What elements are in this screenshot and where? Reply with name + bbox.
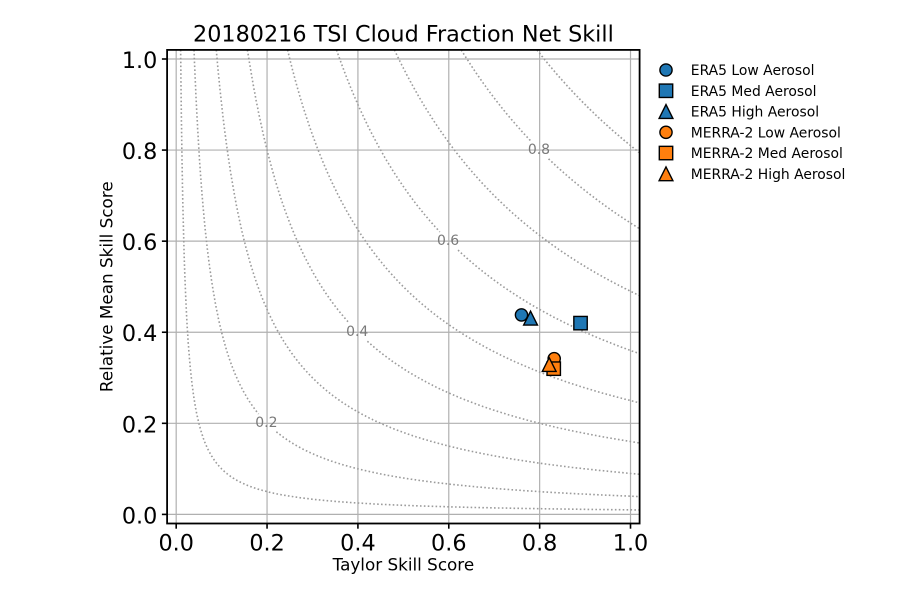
contour-curve-0.2-b <box>275 431 640 498</box>
triangle-icon <box>657 165 675 182</box>
contour-curve-0.1 <box>179 49 640 511</box>
marker-era5-med-aerosol <box>573 315 588 331</box>
x-tick-label-0.8: 0.8 <box>522 531 557 557</box>
contour-label-0.2: 0.2 <box>255 415 277 431</box>
y-tick-label-1.0: 1.0 <box>122 48 157 74</box>
marker-merra-2-high-aerosol <box>541 356 558 373</box>
x-axis-label: Taylor Skill Score <box>332 555 475 575</box>
contour-label-0.8: 0.8 <box>528 142 550 158</box>
legend-item-merra-2-high-aerosol: MERRA-2 High Aerosol <box>657 165 846 183</box>
tick-label-layer: 0.0 0.2 0.4 0.6 0.8 1.0 0.0 0.2 0.4 0.6 0.8 1.0 <box>122 48 648 557</box>
legend-label: MERRA-2 High Aerosol <box>691 167 846 183</box>
y-tick-label-0.6: 0.6 <box>122 230 157 256</box>
legend-item-merra-2-low-aerosol: MERRA-2 Low Aerosol <box>659 125 841 141</box>
contour-curve-0.8-b <box>547 158 641 230</box>
legend-item-merra-2-med-aerosol: MERRA-2 Med Aerosol <box>658 145 843 162</box>
y-tick-label-0.0: 0.0 <box>122 503 157 529</box>
contour-curve-0.6 <box>335 49 441 233</box>
contour-curve-0.4-b <box>366 340 640 444</box>
contour-curve-0.7 <box>393 49 640 297</box>
legend-label: ERA5 Med Aerosol <box>691 84 817 100</box>
y-tick-label-0.4: 0.4 <box>122 321 157 347</box>
x-tick-label-1.0: 1.0 <box>613 531 648 557</box>
legend-label: MERRA-2 Low Aerosol <box>691 125 841 141</box>
marker-layer <box>514 308 588 377</box>
legend-label: ERA5 High Aerosol <box>691 105 819 121</box>
legend-item-era5-high-aerosol: ERA5 High Aerosol <box>657 103 819 121</box>
square-icon <box>658 145 674 161</box>
x-tick-label-0.2: 0.2 <box>249 531 284 557</box>
marker-era5-low-aerosol <box>514 308 529 322</box>
legend: ERA5 Low Aerosol ERA5 Med Aerosol ERA5 Hig… <box>657 63 846 183</box>
contour-curve-0.6-b <box>457 249 640 355</box>
legend-label: MERRA-2 Med Aerosol <box>691 146 843 162</box>
circle-icon <box>659 63 673 77</box>
contour-curve-0.8 <box>460 49 532 142</box>
triangle-icon <box>657 103 675 120</box>
contour-label-0.4: 0.4 <box>346 324 368 340</box>
y-tick-label-0.8: 0.8 <box>122 139 157 165</box>
chart-title: 20180216 TSI Cloud Fraction Net Skill <box>193 22 614 48</box>
marker-era5-high-aerosol <box>522 309 539 326</box>
square-icon <box>658 83 674 99</box>
y-axis-label: Relative Mean Skill Score <box>97 181 117 392</box>
axes-layer <box>161 49 641 529</box>
x-tick-label-0.0: 0.0 <box>158 531 193 557</box>
legend-item-era5-med-aerosol: ERA5 Med Aerosol <box>658 83 817 100</box>
legend-item-era5-low-aerosol: ERA5 Low Aerosol <box>659 63 815 79</box>
x-tick-label-0.6: 0.6 <box>431 531 466 557</box>
y-tick-label-0.2: 0.2 <box>122 412 157 438</box>
contour-label-layer: 0.2 0.4 0.6 0.8 <box>255 142 550 431</box>
contour-curve-0.9 <box>536 49 641 154</box>
plot-border <box>166 49 641 525</box>
x-tick-label-0.4: 0.4 <box>340 531 375 557</box>
contour-curve-0.3 <box>215 49 640 475</box>
circle-icon <box>659 125 673 140</box>
contour-layer <box>179 49 641 511</box>
contour-curve-0.2 <box>193 49 260 415</box>
grid-layer <box>167 49 640 524</box>
contour-label-0.6: 0.6 <box>437 233 459 249</box>
contour-curve-0.5 <box>286 49 640 404</box>
legend-label: ERA5 Low Aerosol <box>691 63 815 79</box>
